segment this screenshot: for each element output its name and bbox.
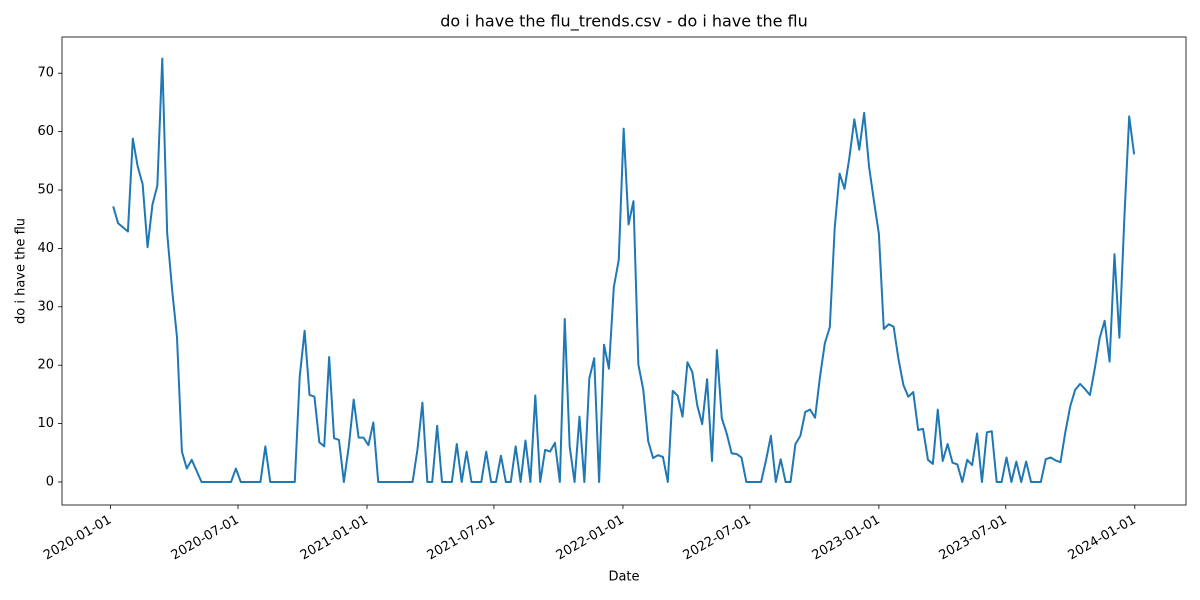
x-tick-label: 2022-01-01 xyxy=(554,513,627,564)
y-tick-label: 10 xyxy=(37,416,54,431)
x-tick-label: 2021-01-01 xyxy=(298,513,371,564)
y-tick-label: 30 xyxy=(37,299,54,314)
line-series xyxy=(112,57,1136,483)
x-tick-label: 2021-07-01 xyxy=(425,513,498,564)
y-axis-label: do i have the flu xyxy=(14,218,29,324)
x-tick-label: 2023-01-01 xyxy=(810,513,883,564)
x-tick-label: 2024-01-01 xyxy=(1066,513,1139,564)
y-tick-label: 20 xyxy=(37,358,54,373)
y-tick-label: 0 xyxy=(46,474,54,489)
x-tick-label: 2022-07-01 xyxy=(681,513,754,564)
y-tick-label: 50 xyxy=(37,183,54,198)
y-tick-label: 70 xyxy=(37,66,54,81)
plot-frame xyxy=(61,36,1187,506)
y-tick-label: 60 xyxy=(37,124,54,139)
x-tick-label: 2020-07-01 xyxy=(169,513,242,564)
x-tick-label: 2023-07-01 xyxy=(937,513,1010,564)
chart-title: do i have the flu_trends.csv - do i have… xyxy=(440,12,808,32)
y-tick-label: 40 xyxy=(37,241,54,256)
x-axis-label: Date xyxy=(608,570,639,585)
x-tick-label: 2020-01-01 xyxy=(41,513,114,564)
